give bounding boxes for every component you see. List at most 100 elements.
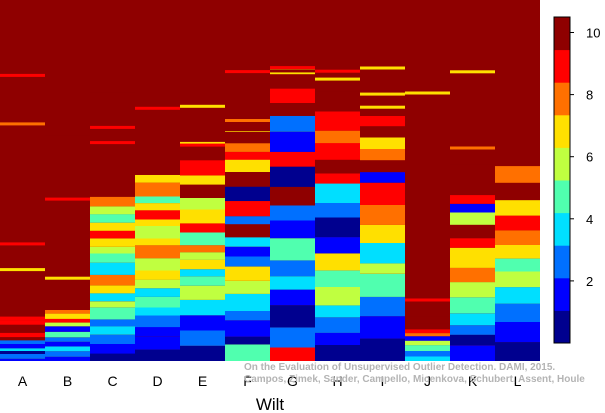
cell-F-4 bbox=[225, 293, 270, 311]
column-I bbox=[360, 66, 405, 361]
cell-I-0 bbox=[360, 338, 405, 361]
cell-G-9 bbox=[270, 186, 315, 206]
x-tick-G: G bbox=[287, 373, 298, 389]
x-axis-title: Wilt bbox=[256, 395, 285, 413]
cell-C-16 bbox=[90, 214, 135, 223]
cell-G-15 bbox=[270, 88, 315, 103]
colorbar-tick-10: 10 bbox=[586, 26, 600, 41]
cell-D-12 bbox=[135, 226, 180, 239]
stripe-A-3 bbox=[0, 180, 45, 184]
stripe-H-0 bbox=[315, 69, 360, 73]
cell-B-4 bbox=[45, 337, 90, 342]
cell-G-4 bbox=[270, 276, 315, 290]
cell-C-8 bbox=[90, 285, 135, 294]
stripe-F-2 bbox=[225, 128, 270, 132]
column-B bbox=[45, 132, 90, 361]
cell-K-7 bbox=[450, 247, 495, 268]
cell-D-3 bbox=[135, 315, 180, 328]
x-tick-A: A bbox=[18, 373, 28, 389]
cell-A-2 bbox=[0, 351, 45, 354]
column-L bbox=[495, 113, 540, 361]
cell-J-3 bbox=[405, 340, 450, 346]
cell-I-14 bbox=[360, 116, 405, 127]
cell-B-7 bbox=[45, 322, 90, 327]
cell-D-11 bbox=[135, 238, 180, 246]
cell-G-7 bbox=[270, 220, 315, 239]
cell-F-9 bbox=[225, 237, 270, 247]
cell-I-9 bbox=[360, 172, 405, 183]
colorbar-segment bbox=[554, 147, 570, 181]
cell-A-4 bbox=[0, 344, 45, 349]
cell-F-14 bbox=[225, 172, 270, 187]
cell-L-10 bbox=[495, 182, 540, 201]
cell-G-6 bbox=[270, 238, 315, 261]
cell-B-3 bbox=[45, 341, 90, 347]
stripe-G-3 bbox=[270, 66, 315, 70]
cell-E-2 bbox=[180, 315, 225, 331]
cell-K-5 bbox=[450, 282, 495, 298]
stripe-K-2 bbox=[450, 146, 495, 150]
cell-B-9 bbox=[45, 313, 90, 319]
cell-A-8 bbox=[0, 328, 45, 333]
cell-E-0 bbox=[180, 345, 225, 361]
colorbar-segment bbox=[554, 82, 570, 116]
citation-line-1: On the Evaluation of Unsupervised Outlie… bbox=[244, 362, 555, 373]
cell-H-2 bbox=[315, 317, 360, 333]
cell-K-10 bbox=[450, 212, 495, 225]
cell-J-4 bbox=[405, 336, 450, 341]
cell-L-0 bbox=[495, 342, 540, 361]
cell-E-9 bbox=[180, 245, 225, 253]
colorbar-tick-8: 8 bbox=[586, 88, 593, 103]
cell-B-5 bbox=[45, 331, 90, 338]
colorbar-segment bbox=[554, 114, 570, 148]
colorbar-segment bbox=[554, 212, 570, 246]
cell-K-6 bbox=[450, 267, 495, 283]
cell-K-1 bbox=[450, 334, 495, 346]
colorbar-segment bbox=[554, 180, 570, 214]
stripe-F-4 bbox=[225, 119, 270, 122]
cell-G-5 bbox=[270, 260, 315, 277]
cell-D-10 bbox=[135, 245, 180, 259]
cell-A-10 bbox=[0, 320, 45, 325]
cell-B-1 bbox=[45, 351, 90, 357]
cell-G-11 bbox=[270, 151, 315, 167]
cell-C-7 bbox=[90, 293, 135, 302]
column-G bbox=[270, 65, 315, 361]
cell-E-6 bbox=[180, 269, 225, 277]
cell-F-1 bbox=[225, 336, 270, 345]
cell-K-0 bbox=[450, 345, 495, 361]
cell-D-6 bbox=[135, 288, 180, 297]
cell-F-7 bbox=[225, 256, 270, 267]
cell-G-12 bbox=[270, 131, 315, 152]
stripe-E-1 bbox=[180, 104, 225, 108]
cell-G-3 bbox=[270, 289, 315, 306]
cell-D-13 bbox=[135, 219, 180, 226]
column-K bbox=[450, 70, 495, 361]
cell-G-0 bbox=[270, 347, 315, 361]
cell-L-6 bbox=[495, 244, 540, 259]
cell-A-0 bbox=[0, 358, 45, 361]
cell-D-7 bbox=[135, 279, 180, 289]
colorbar-tick-4: 4 bbox=[586, 212, 593, 227]
cell-J-5 bbox=[405, 333, 450, 337]
cell-J-0 bbox=[405, 356, 450, 361]
cell-D-9 bbox=[135, 258, 180, 271]
cell-L-3 bbox=[495, 287, 540, 304]
stripe-E-0 bbox=[180, 141, 225, 145]
stripe-A-0 bbox=[0, 122, 45, 126]
cell-B-8 bbox=[45, 318, 90, 323]
column-E bbox=[180, 104, 225, 361]
stripe-D-0 bbox=[135, 106, 180, 110]
cell-F-8 bbox=[225, 246, 270, 257]
cell-I-5 bbox=[360, 243, 405, 264]
cell-C-17 bbox=[90, 206, 135, 215]
cell-C-14 bbox=[90, 230, 135, 239]
cell-L-4 bbox=[495, 271, 540, 288]
cell-C-10 bbox=[90, 262, 135, 275]
cell-D-16 bbox=[135, 196, 180, 204]
cell-A-9 bbox=[0, 324, 45, 329]
cell-D-4 bbox=[135, 307, 180, 316]
stripe-H-1 bbox=[315, 77, 360, 81]
cell-I-3 bbox=[360, 273, 405, 297]
x-tick-J: J bbox=[424, 373, 431, 389]
